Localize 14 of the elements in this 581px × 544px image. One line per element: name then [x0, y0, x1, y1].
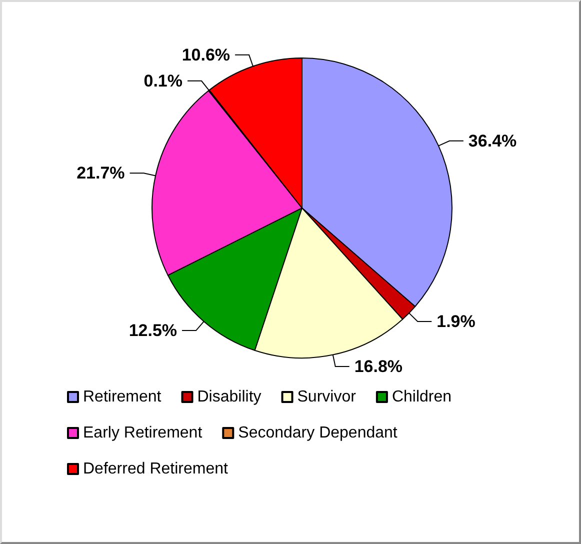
data-label: 16.8% [354, 357, 403, 376]
legend-label: Disability [197, 388, 262, 406]
data-label: 12.5% [128, 321, 178, 340]
legend-label: Secondary Dependant [238, 424, 398, 442]
data-label: 10.6% [182, 45, 230, 64]
data-label: 36.4% [468, 131, 517, 150]
data-label: 1.9% [436, 312, 476, 331]
data-label: 21.7% [76, 164, 125, 183]
legend-label: Children [392, 388, 452, 406]
data-label: 0.1% [144, 71, 183, 90]
legend-label: Retirement [83, 388, 162, 406]
legend-label: Early Retirement [83, 424, 203, 442]
legend-label: Deferred Retirement [83, 460, 228, 478]
legend-label: Survivor [297, 388, 357, 406]
